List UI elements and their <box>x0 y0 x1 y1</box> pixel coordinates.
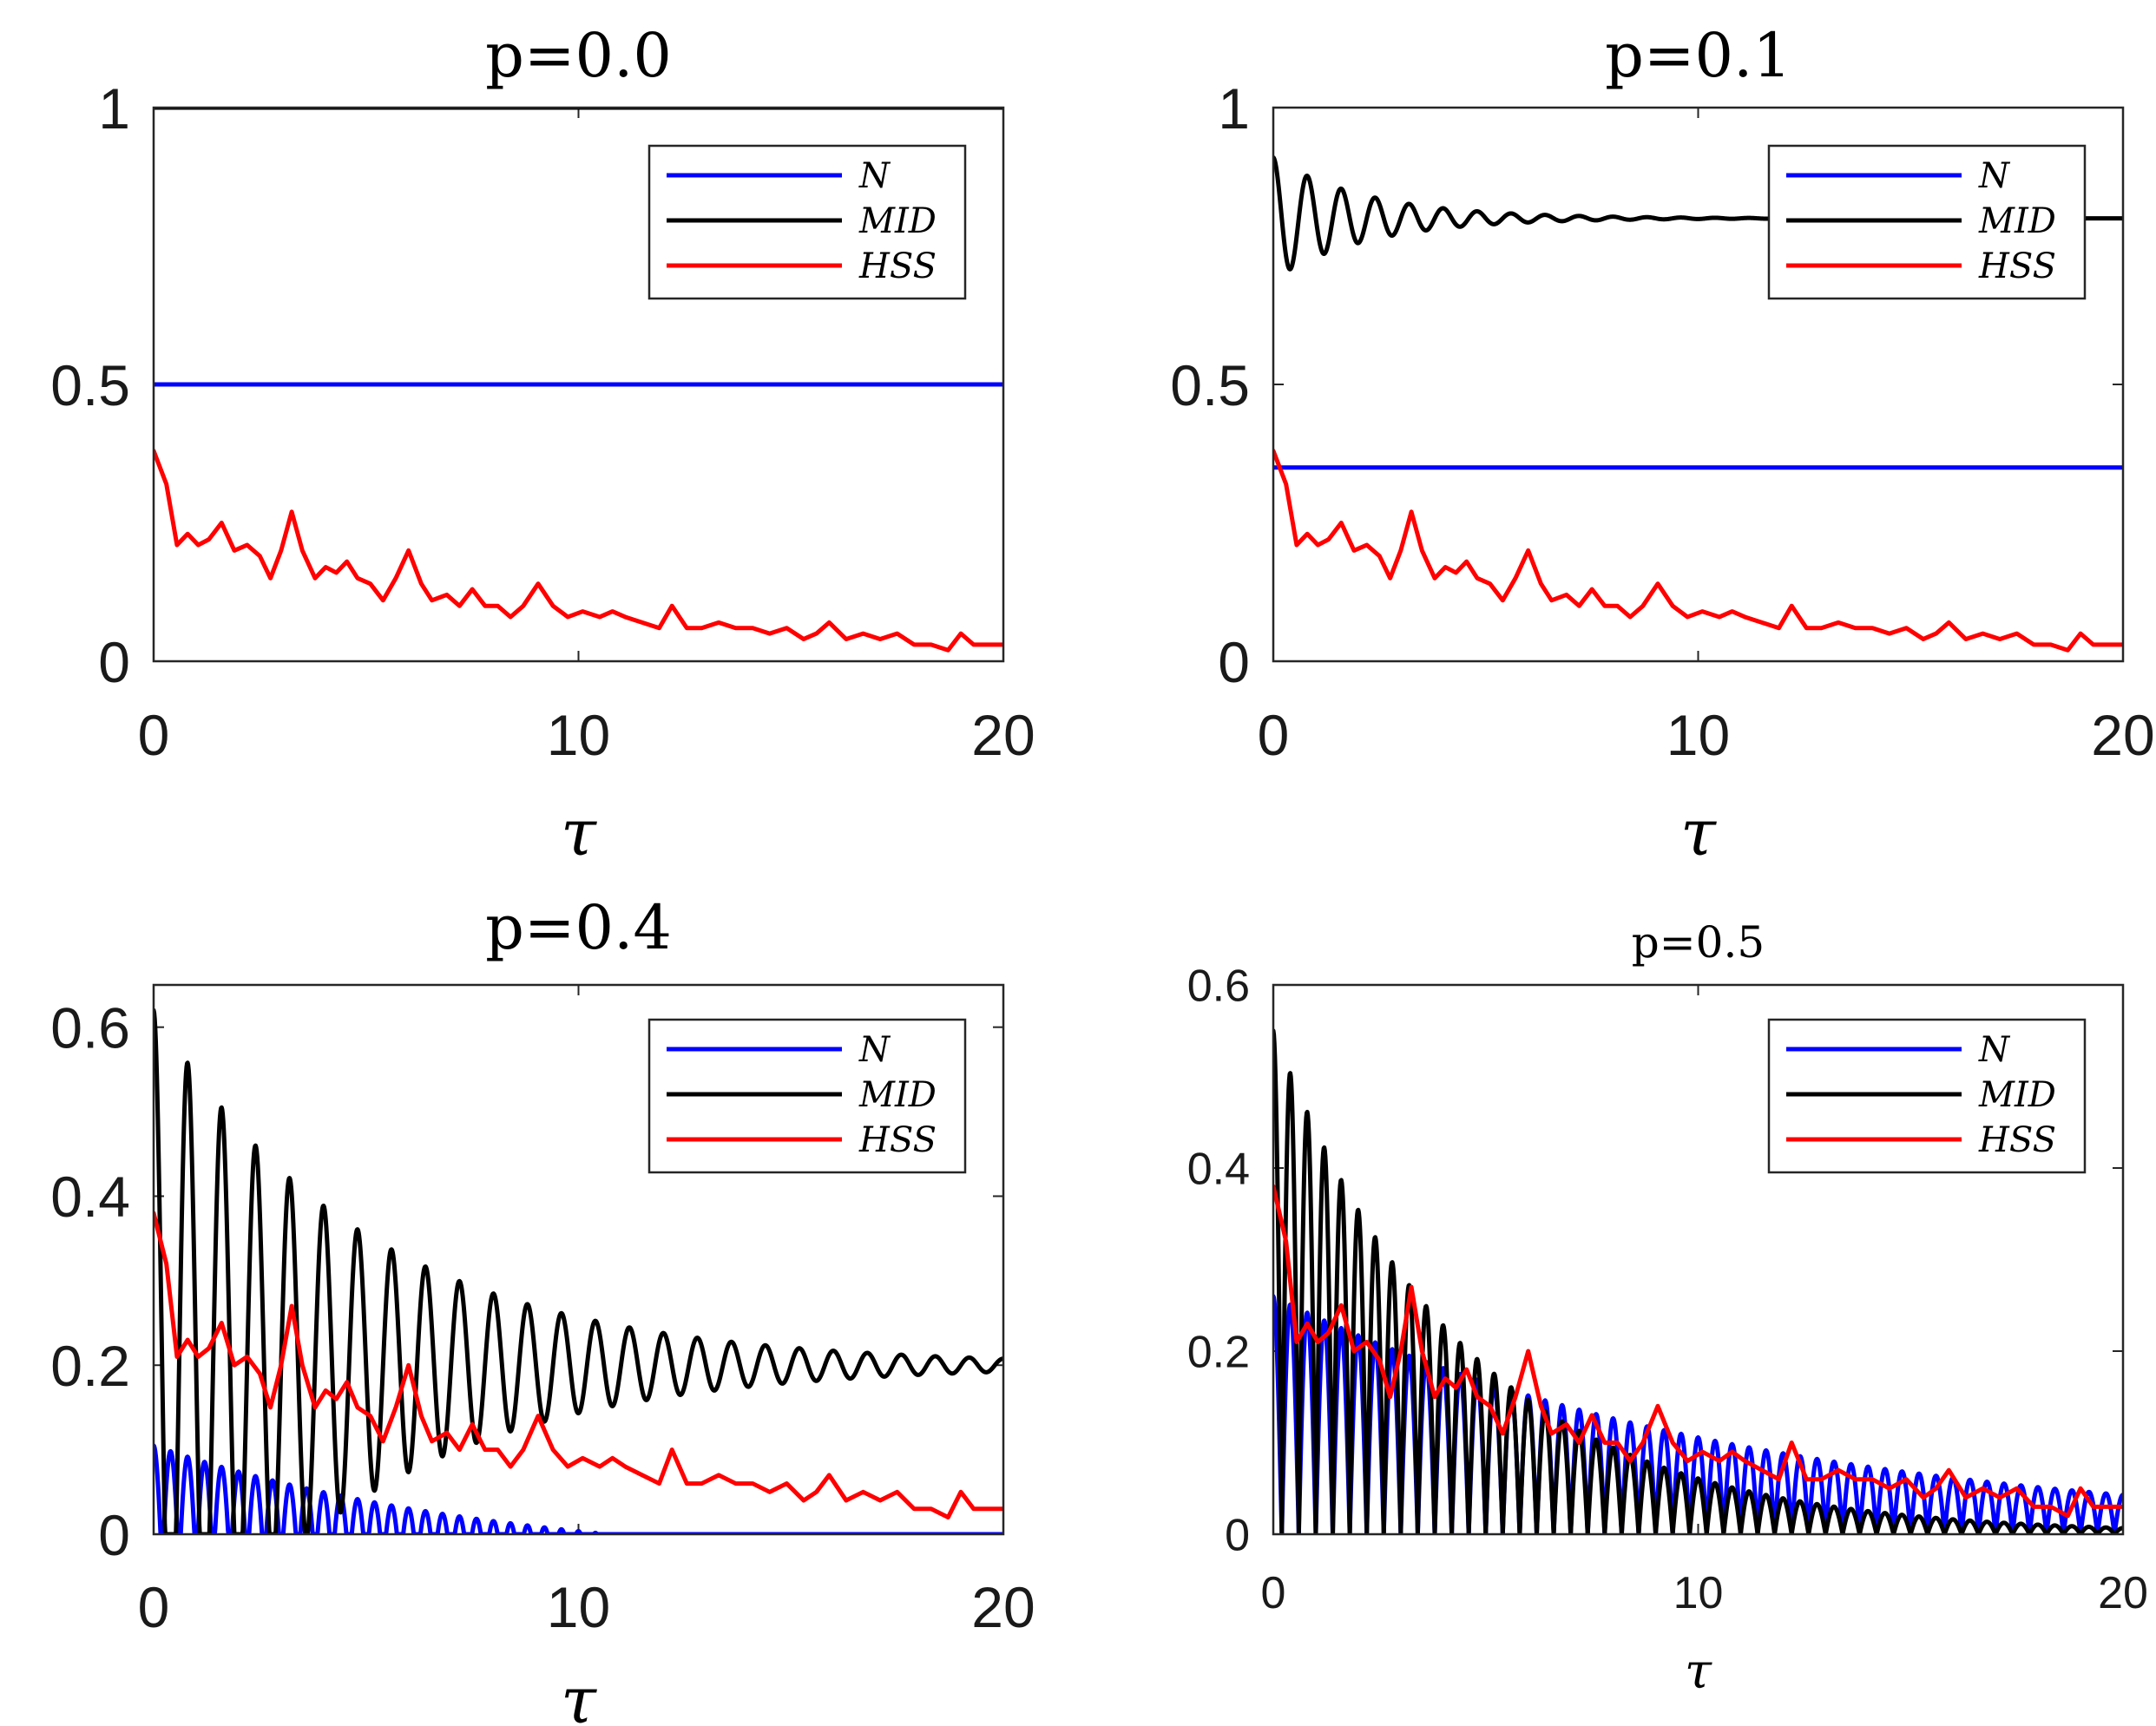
y-tick-label: 0 <box>1218 630 1250 694</box>
legend-label-mid: MID <box>1978 1075 2056 1115</box>
series-line-hss <box>154 1211 1003 1520</box>
chart-title: p=0.4 <box>485 892 672 963</box>
y-tick-label: 0 <box>98 630 130 694</box>
y-tick-label: 0.6 <box>50 995 130 1060</box>
x-tick-label: 20 <box>2098 1568 2148 1618</box>
plot-area <box>1273 1028 2123 1534</box>
x-axis-label: τ <box>561 1664 597 1726</box>
legend-label-n: N <box>858 1030 891 1070</box>
y-tick-label: 0.4 <box>50 1165 130 1229</box>
legend-label-hss: HSS <box>858 246 937 286</box>
legend: N MID HSS <box>647 1018 967 1174</box>
y-tick-label: 1 <box>1218 76 1250 141</box>
plot-area <box>154 108 1003 653</box>
y-tick-label: 0.2 <box>1187 1328 1250 1378</box>
x-tick-label: 10 <box>547 703 610 767</box>
series-line-mid <box>154 1007 1003 1534</box>
legend-label-hss: HSS <box>1978 1120 2056 1160</box>
x-axis-label: τ <box>1685 1644 1712 1700</box>
x-tick-label: 10 <box>1673 1568 1724 1618</box>
y-tick-label: 0.5 <box>50 353 130 417</box>
chart-title: p=0.5 <box>1632 917 1765 968</box>
chart-panel-3: p=0.4 0 0.2 0.4 0.6 0 10 20 τ N MID HSS <box>50 892 1035 1726</box>
x-axis-label: τ <box>561 796 597 870</box>
axes-box <box>152 983 1005 1536</box>
axes-box <box>152 106 1005 663</box>
legend-label-mid: MID <box>858 201 937 241</box>
x-tick-label: 0 <box>1261 1568 1286 1618</box>
x-tick-label: 10 <box>1666 703 1730 767</box>
legend-label-hss: HSS <box>1978 246 2056 286</box>
series-line-n <box>154 1443 1003 1534</box>
x-tick-label: 0 <box>1258 703 1290 767</box>
y-tick-label: 0.4 <box>1187 1145 1250 1195</box>
y-tick-label: 0.2 <box>50 1334 130 1398</box>
legend-label-mid: MID <box>1978 201 2056 241</box>
legend: N MID HSS <box>1767 144 2087 300</box>
legend-label-mid: MID <box>858 1075 937 1115</box>
chart-panel-4: p=0.5 0 0.2 0.4 0.6 0 10 20 τ N MID HSS <box>1187 917 2148 1700</box>
legend: N MID HSS <box>647 144 967 300</box>
legend-label-n: N <box>1978 156 2011 196</box>
axes-box <box>1272 983 2125 1536</box>
x-tick-label: 20 <box>971 703 1035 767</box>
legend: N MID HSS <box>1767 1018 2087 1174</box>
x-tick-label: 20 <box>2091 703 2154 767</box>
x-axis-label: τ <box>1680 796 1717 870</box>
x-tick-label: 0 <box>138 1575 170 1639</box>
axes-box <box>1272 106 2125 663</box>
x-tick-label: 0 <box>138 703 170 767</box>
y-tick-label: 0.6 <box>1187 961 1250 1012</box>
legend-label-n: N <box>858 156 891 196</box>
y-tick-label: 1 <box>98 76 130 141</box>
series-line-hss <box>154 449 1003 653</box>
y-tick-label: 0.5 <box>1170 353 1250 417</box>
x-tick-label: 20 <box>971 1575 1035 1639</box>
x-tick-label: 10 <box>547 1575 610 1639</box>
legend-label-n: N <box>1978 1030 2011 1070</box>
chart-title: p=0.0 <box>485 20 672 91</box>
chart-title: p=0.1 <box>1605 20 1791 91</box>
plot-area <box>154 1007 1003 1534</box>
series-line-hss <box>1273 1184 2123 1519</box>
y-tick-label: 0 <box>98 1503 130 1567</box>
legend-label-hss: HSS <box>858 1120 937 1160</box>
y-tick-label: 0 <box>1225 1511 1250 1561</box>
series-line-mid <box>1273 1028 2123 1534</box>
series-line-hss <box>1273 449 2123 653</box>
